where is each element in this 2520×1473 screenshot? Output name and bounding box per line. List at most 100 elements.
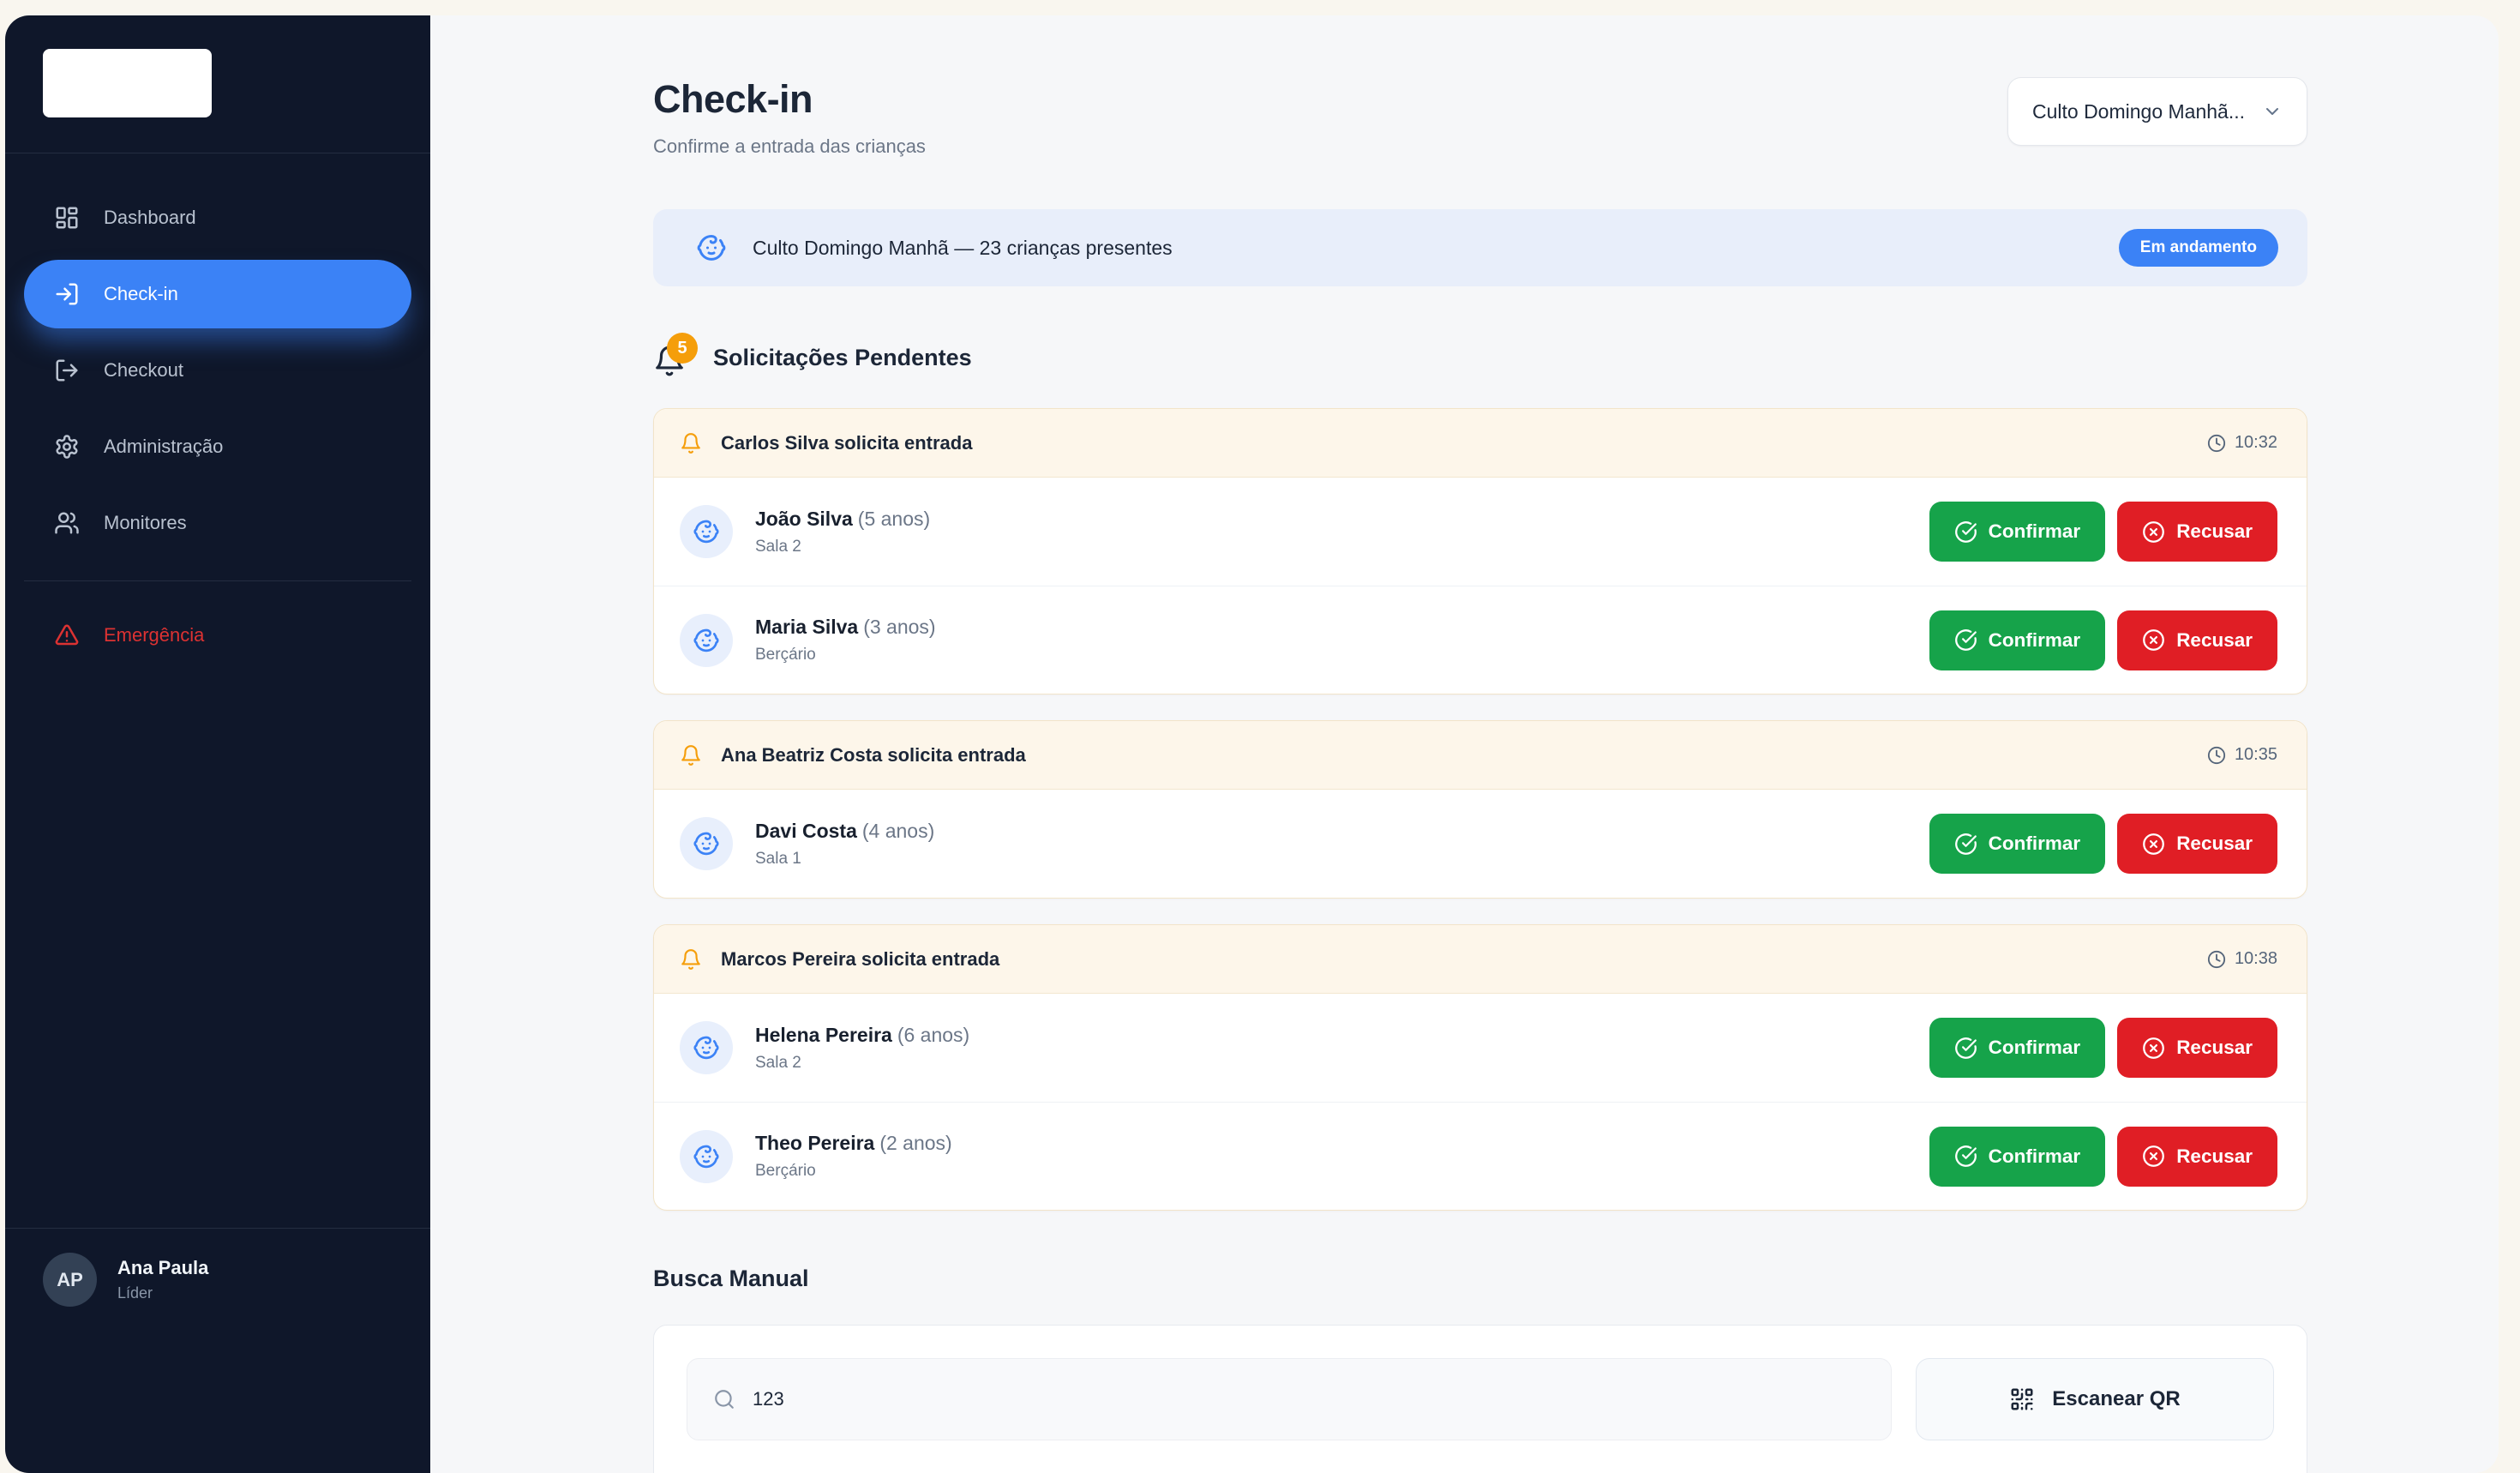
avatar: AP (43, 1253, 97, 1307)
child-age: (6 anos) (897, 1023, 970, 1046)
sidebar-item-checkin[interactable]: Check-in (24, 260, 411, 328)
service-selector-label: Culto Domingo Manhã... (2031, 99, 2245, 123)
confirm-button[interactable]: Confirmar (1929, 502, 2106, 562)
request-title: Marcos Pereira solicita entrada (721, 947, 1000, 970)
request-card: Ana Beatriz Costa solicita entrada 10:35… (653, 720, 2307, 899)
x-circle-icon (2142, 1145, 2165, 1168)
request-title: Carlos Silva solicita entrada (721, 431, 973, 454)
baby-icon (680, 613, 733, 667)
request-time: 10:35 (2207, 745, 2277, 765)
qr-code-icon (2009, 1386, 2035, 1412)
login-icon (54, 281, 80, 307)
sidebar-item-administracao[interactable]: Administração (24, 412, 411, 481)
request-card-header: Marcos Pereira solicita entrada 10:38 (654, 925, 2307, 994)
child-room: Berçário (755, 646, 816, 664)
baby-icon (680, 817, 733, 870)
users-icon (54, 510, 80, 536)
child-info: Davi Costa (4 anos) Sala 1 (755, 820, 934, 869)
x-circle-icon (2142, 833, 2165, 856)
reject-button-label: Recusar (2176, 1145, 2253, 1167)
confirm-button-label: Confirmar (1988, 1037, 2081, 1058)
page-header: Check-in Confirme a entrada das crianças… (653, 77, 2307, 158)
sidebar-item-label: Administração (104, 436, 224, 457)
page-title-block: Check-in Confirme a entrada das crianças (653, 77, 926, 158)
request-card-header: Carlos Silva solicita entrada 10:32 (654, 409, 2307, 478)
reject-button-label: Recusar (2176, 833, 2253, 854)
pending-count-badge: 5 (667, 333, 698, 364)
confirm-button-label: Confirmar (1988, 1145, 2081, 1167)
baby-icon (680, 505, 733, 558)
child-info: João Silva (5 anos) Sala 2 (755, 508, 930, 556)
reject-button[interactable]: Recusar (2117, 610, 2277, 670)
row-actions: Confirmar Recusar (1929, 1126, 2277, 1187)
bell-icon: 5 (653, 333, 698, 377)
confirm-button[interactable]: Confirmar (1929, 814, 2106, 874)
reject-button[interactable]: Recusar (2117, 1126, 2277, 1187)
x-circle-icon (2142, 1037, 2165, 1060)
sidebar-item-label: Emergência (104, 624, 205, 646)
confirm-button[interactable]: Confirmar (1929, 1018, 2106, 1078)
child-age: (4 anos) (861, 819, 935, 842)
child-room: Sala 2 (755, 537, 801, 556)
clock-icon (2207, 746, 2226, 765)
bell-icon (680, 744, 702, 767)
confirm-button[interactable]: Confirmar (1929, 610, 2106, 670)
sidebar-item-checkout[interactable]: Checkout (24, 336, 411, 405)
confirm-button-label: Confirmar (1988, 628, 2081, 651)
child-info: Maria Silva (3 anos) Berçário (755, 616, 936, 664)
sidebar-item-label: Dashboard (104, 207, 196, 228)
row-actions: Confirmar Recusar (1929, 1018, 2277, 1078)
check-circle-icon (1954, 1145, 1977, 1168)
manual-search-title: Busca Manual (653, 1266, 809, 1291)
sidebar-item-label: Monitores (104, 512, 187, 533)
search-field (687, 1358, 1892, 1440)
pending-section-header: 5 Solicitações Pendentes (653, 333, 2307, 377)
reject-button[interactable]: Recusar (2117, 502, 2277, 562)
sidebar-item-label: Check-in (104, 283, 178, 304)
child-room: Sala 1 (755, 849, 801, 868)
sidebar-section-divider (24, 580, 411, 581)
child-name: Maria Silva (755, 616, 859, 638)
child-row: Maria Silva (3 anos) Berçário Confirmar R… (654, 586, 2307, 694)
x-circle-icon (2142, 520, 2165, 544)
status-badge: Em andamento (2118, 229, 2278, 267)
sidebar-nav: Dashboard Check-in Checkout Administraçã… (5, 153, 430, 670)
request-card: Marcos Pereira solicita entrada 10:38 He… (653, 924, 2307, 1211)
logout-icon (54, 358, 80, 383)
reject-button[interactable]: Recusar (2117, 814, 2277, 874)
sidebar-item-label: Checkout (104, 359, 183, 381)
search-input[interactable] (753, 1388, 1865, 1410)
chevron-down-icon (2262, 101, 2283, 122)
confirm-button-label: Confirmar (1988, 520, 2081, 542)
scan-qr-button[interactable]: Escanear QR (1916, 1358, 2274, 1440)
request-time: 10:38 (2207, 949, 2277, 969)
child-row: Helena Pereira (6 anos) Sala 2 Confirmar … (654, 994, 2307, 1102)
gear-icon (54, 434, 80, 460)
request-time: 10:32 (2207, 433, 2277, 453)
check-circle-icon (1954, 1037, 1977, 1060)
request-card-header: Ana Beatriz Costa solicita entrada 10:35 (654, 721, 2307, 790)
session-banner-text: Culto Domingo Manhã — 23 crianças presen… (753, 236, 1173, 259)
sidebar-item-emergencia[interactable]: Emergência (24, 601, 411, 670)
bell-icon (680, 432, 702, 454)
check-circle-icon (1954, 628, 1977, 652)
main-content: Check-in Confirme a entrada das crianças… (430, 15, 2499, 1473)
scan-qr-label: Escanear QR (2052, 1387, 2181, 1410)
reject-button-label: Recusar (2176, 1037, 2253, 1058)
child-name: Davi Costa (755, 819, 857, 842)
baby-icon (696, 232, 727, 263)
bell-icon (680, 948, 702, 971)
sidebar-item-monitores[interactable]: Monitores (24, 489, 411, 557)
request-time-value: 10:35 (2234, 745, 2277, 764)
service-selector[interactable]: Culto Domingo Manhã... (2007, 77, 2307, 146)
manual-search-card: Escanear QR (653, 1325, 2307, 1473)
reject-button[interactable]: Recusar (2117, 1018, 2277, 1078)
logo (43, 49, 212, 117)
confirm-button[interactable]: Confirmar (1929, 1126, 2106, 1187)
app-surface: Dashboard Check-in Checkout Administraçã… (5, 15, 2499, 1473)
sidebar-item-dashboard[interactable]: Dashboard (24, 183, 411, 252)
row-actions: Confirmar Recusar (1929, 814, 2277, 874)
child-name: Theo Pereira (755, 1132, 875, 1154)
sidebar-user[interactable]: AP Ana Paula Líder (5, 1228, 430, 1307)
check-circle-icon (1954, 520, 1977, 544)
